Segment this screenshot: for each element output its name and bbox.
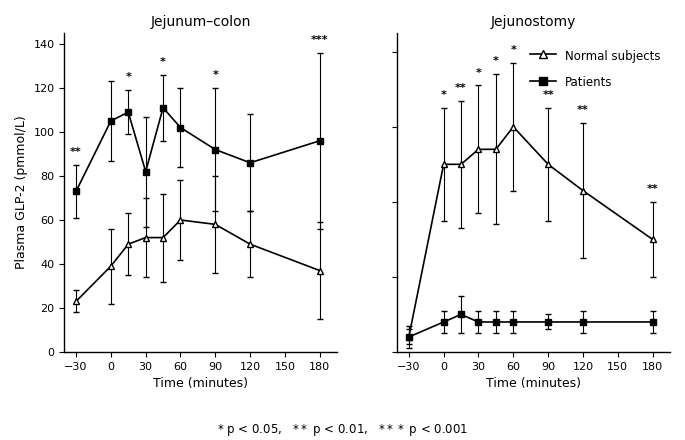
Text: ***: *** (311, 35, 329, 45)
Text: *: * (160, 57, 166, 67)
Text: *: * (212, 70, 219, 80)
Text: **: ** (543, 90, 554, 100)
Text: *: * (493, 56, 499, 66)
Text: **: ** (455, 83, 467, 92)
Y-axis label: Plasma GLP-2 (pmmol/L): Plasma GLP-2 (pmmol/L) (15, 116, 28, 269)
Text: *: * (125, 72, 132, 82)
Text: **: ** (647, 184, 658, 194)
X-axis label: Time (minutes): Time (minutes) (153, 377, 248, 390)
Text: $\mathit{*}$ p < 0.05,   $\mathit{**}$ p < 0.01,   $\mathit{***}$ p < 0.001: $\mathit{*}$ p < 0.05, $\mathit{**}$ p <… (217, 422, 468, 438)
Text: *: * (440, 90, 447, 100)
Legend: Normal subjects, Patients: Normal subjects, Patients (526, 45, 664, 93)
Title: Jejunostomy: Jejunostomy (491, 15, 576, 29)
Text: **: ** (577, 105, 589, 115)
Text: *: * (510, 45, 516, 55)
Text: **: ** (70, 147, 82, 157)
Text: *: * (475, 67, 482, 77)
X-axis label: Time (minutes): Time (minutes) (486, 377, 581, 390)
Title: Jejunum–colon: Jejunum–colon (151, 15, 251, 29)
